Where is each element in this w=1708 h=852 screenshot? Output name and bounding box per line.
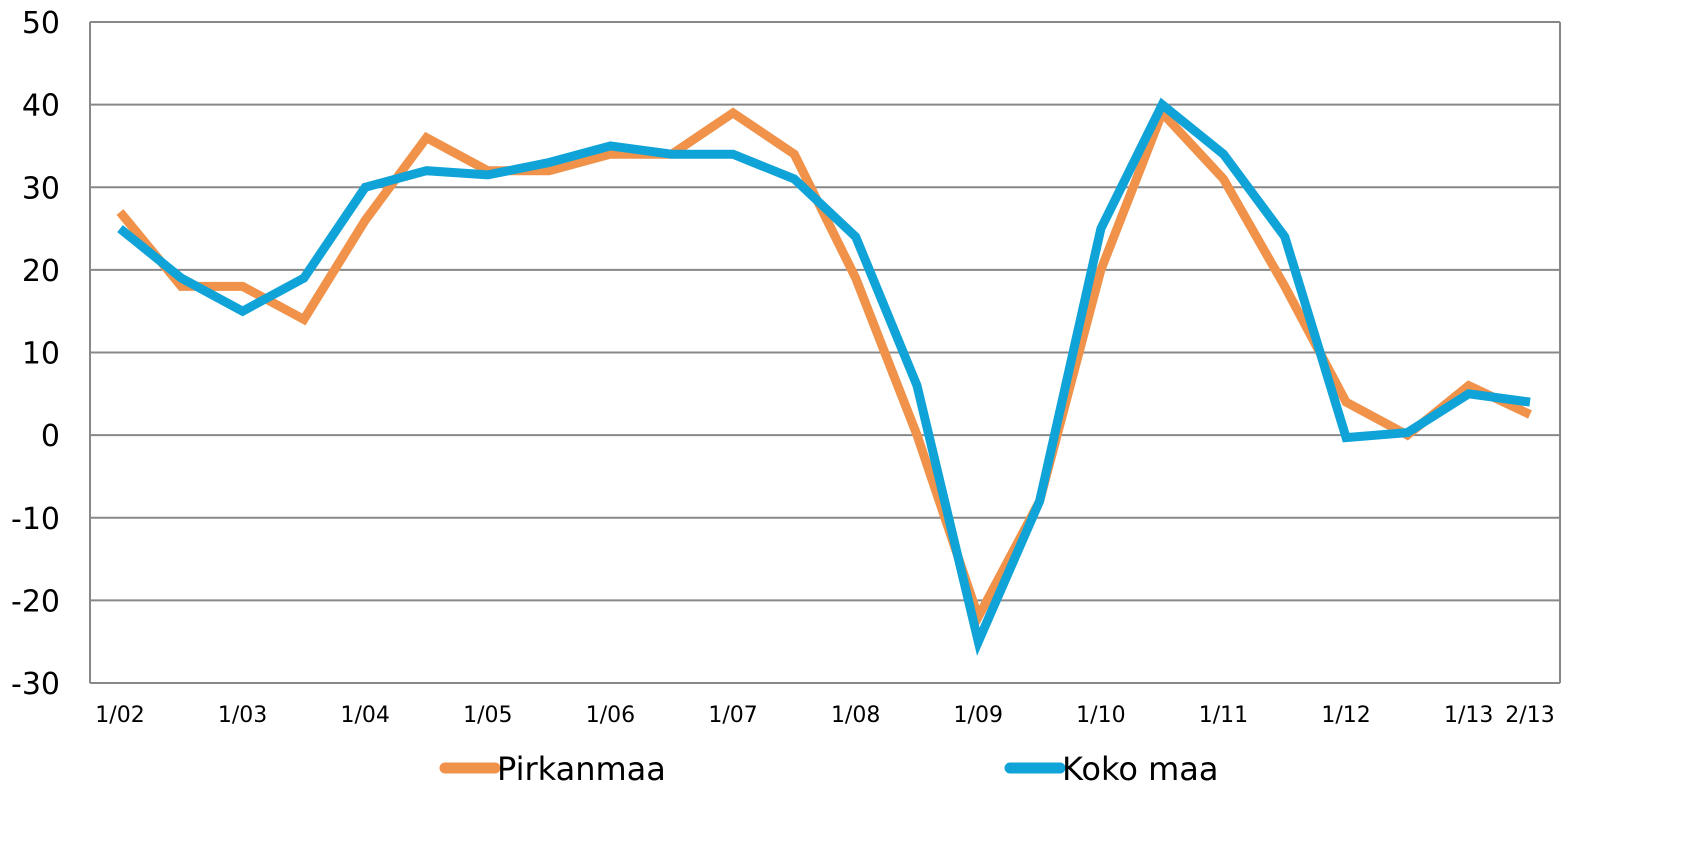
- y-tick-label: -20: [11, 584, 60, 619]
- y-tick-label: 10: [22, 337, 60, 372]
- y-tick-label: 50: [22, 6, 60, 41]
- x-tick-label: 1/08: [831, 703, 880, 728]
- y-tick-label: 0: [41, 419, 60, 454]
- x-tick-label: 1/12: [1321, 703, 1370, 728]
- y-tick-label: 40: [22, 89, 60, 124]
- y-tick-label: 20: [22, 254, 60, 289]
- x-tick-label: 1/06: [586, 703, 635, 728]
- gridlines: [89, 21, 1561, 684]
- legend-label: Koko maa: [1062, 750, 1219, 788]
- series-lines: [116, 97, 1532, 656]
- x-tick-label: 1/13: [1444, 703, 1493, 728]
- y-axis-ticks: 50 40 30 20 10 0 -10 -20 -30: [11, 6, 60, 702]
- x-tick-label: 1/02: [95, 703, 144, 728]
- x-axis-ticks: 1/02 1/03 1/04 1/05 1/06 1/07 1/08 1/09 1/10 1/11…: [95, 703, 1554, 728]
- x-tick-label: 1/03: [218, 703, 267, 728]
- legend: Pirkanmaa Koko maa: [439, 750, 1219, 788]
- legend-label: Pirkanmaa: [497, 750, 666, 788]
- x-tick-label: 1/09: [954, 703, 1003, 728]
- series-line-1: [117, 97, 1531, 656]
- x-tick-label: 2/13: [1505, 703, 1554, 728]
- x-tick-label: 1/04: [341, 703, 390, 728]
- series-line-0: [116, 104, 1532, 629]
- x-tick-label: 1/11: [1199, 703, 1248, 728]
- y-tick-label: 30: [22, 171, 60, 206]
- y-tick-label: -30: [11, 667, 60, 702]
- x-tick-label: 1/05: [463, 703, 512, 728]
- x-tick-label: 1/10: [1076, 703, 1125, 728]
- x-tick-label: 1/07: [708, 703, 757, 728]
- y-tick-label: -10: [11, 502, 60, 537]
